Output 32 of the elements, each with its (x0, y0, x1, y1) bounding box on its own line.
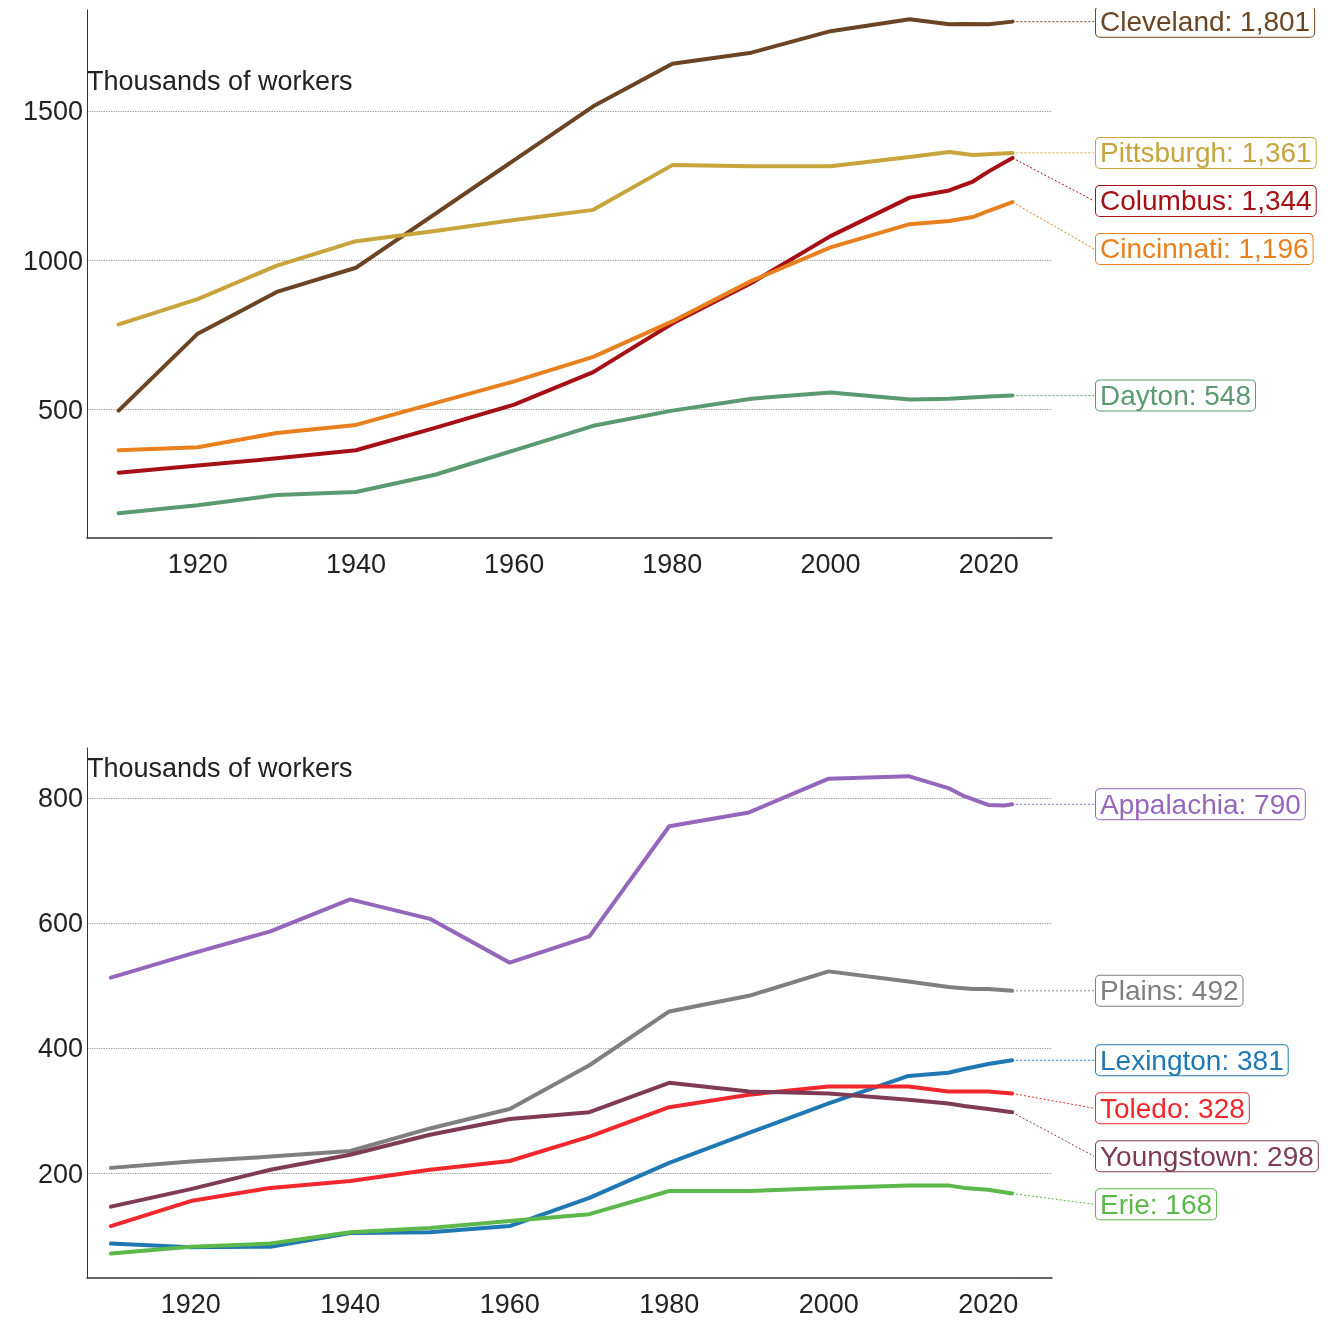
y-tick-label: 800 (37, 783, 83, 814)
legend-label: Plains: 492 (1100, 975, 1239, 1007)
y-axis-title: Thousands of workers (87, 753, 353, 784)
text: Cincinnati: 1,196 (1100, 233, 1309, 265)
x-tick-label: 1920 (167, 548, 228, 579)
text: Youngstown: 298 (1100, 1140, 1314, 1172)
legend-label: Erie: 168 (1100, 1188, 1213, 1220)
x-tick-label: 2020 (958, 1288, 1019, 1319)
x-tick-label: 1940 (325, 548, 386, 579)
x-tick-label: 1960 (479, 1288, 540, 1319)
x-tick-label: 1920 (160, 1288, 221, 1319)
y-tick-label: 200 (37, 1158, 83, 1189)
x-tick-label: 1960 (484, 548, 545, 579)
y-tick-label: 400 (37, 1033, 83, 1064)
text: Columbus: 1,344 (1100, 185, 1312, 217)
legend-label: Cleveland: 1,801 (1100, 6, 1311, 38)
x-tick-label: 2000 (798, 1288, 859, 1319)
y-tick-label: 500 (37, 394, 83, 425)
x-tick-label: 1980 (642, 548, 703, 579)
y-tick-label: 1500 (22, 96, 83, 127)
y-axis-title: Thousands of workers (87, 66, 353, 97)
legend-label: Lexington: 381 (1100, 1044, 1284, 1076)
x-tick-label: 2020 (958, 548, 1019, 579)
x-tick-label: 1980 (639, 1288, 700, 1319)
legend-label: Toledo: 328 (1100, 1092, 1245, 1124)
x-tick-label: 1940 (320, 1288, 381, 1319)
x-tick-label: 2000 (800, 548, 861, 579)
legend-label: Dayton: 548 (1100, 379, 1251, 411)
y-tick-label: 600 (37, 908, 83, 939)
legend-label: Pittsburgh: 1,361 (1100, 137, 1312, 169)
y-tick-label: 1000 (22, 245, 83, 276)
legend-label: Appalachia: 790 (1100, 788, 1301, 820)
